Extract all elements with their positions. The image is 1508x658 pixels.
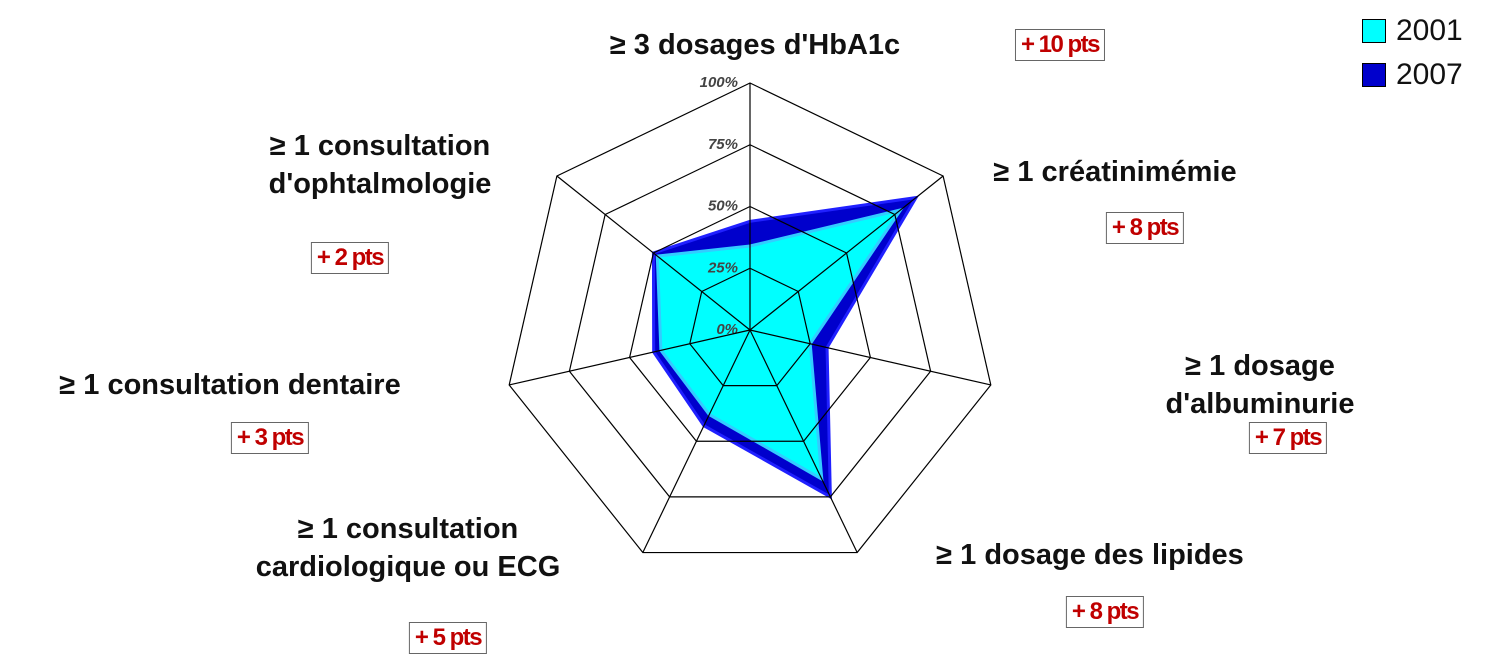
- axis-label: ≥ 3 dosages d'HbA1c: [609, 29, 901, 61]
- spoke: [749, 329, 991, 386]
- grid-ring: [628, 205, 872, 442]
- annotation: + 7 pts: [1248, 422, 1328, 454]
- legend-label: 2007: [1396, 58, 1463, 91]
- spoke: [556, 175, 751, 331]
- axis-label: ≥ 1 consultation dentaire: [59, 369, 401, 401]
- annotation: + 5 pts: [408, 622, 488, 654]
- legend-label: 2001: [1396, 14, 1463, 47]
- axis-label: ≥ 1 dosage des lipides: [936, 539, 1244, 571]
- series-area: [655, 207, 905, 482]
- grid-ring: [689, 267, 811, 387]
- legend-swatch: [1362, 63, 1386, 87]
- axis-label: ≥ 1 dosage d'albuminurie: [1165, 350, 1355, 420]
- axis-label: ≥ 1 créatinimémie: [993, 156, 1237, 188]
- annotation: + 8 pts: [1105, 212, 1185, 244]
- r-tick-label: 100%: [700, 74, 738, 91]
- spoke: [642, 329, 751, 553]
- spoke: [749, 329, 858, 553]
- spoke: [749, 175, 944, 331]
- r-tick-label: 50%: [708, 198, 738, 215]
- annotation: + 10 pts: [1014, 29, 1106, 61]
- axis-label: ≥ 1 consultation cardiologique ou ECG: [255, 513, 561, 583]
- legend-entry: 2007: [1362, 58, 1463, 92]
- spoke: [509, 329, 751, 386]
- legend-swatch: [1362, 19, 1386, 43]
- r-tick-label: 25%: [707, 259, 738, 276]
- r-tick-label: 75%: [708, 136, 738, 153]
- grid-ring: [508, 82, 992, 554]
- axis-label: ≥ 1 consultation d'ophtalmologie: [268, 130, 492, 200]
- annotation: + 2 pts: [310, 242, 390, 274]
- grid-ring: [568, 144, 932, 498]
- annotation: + 8 pts: [1065, 596, 1145, 628]
- annotation: + 3 pts: [230, 422, 310, 454]
- legend-entry: 2001: [1362, 14, 1463, 48]
